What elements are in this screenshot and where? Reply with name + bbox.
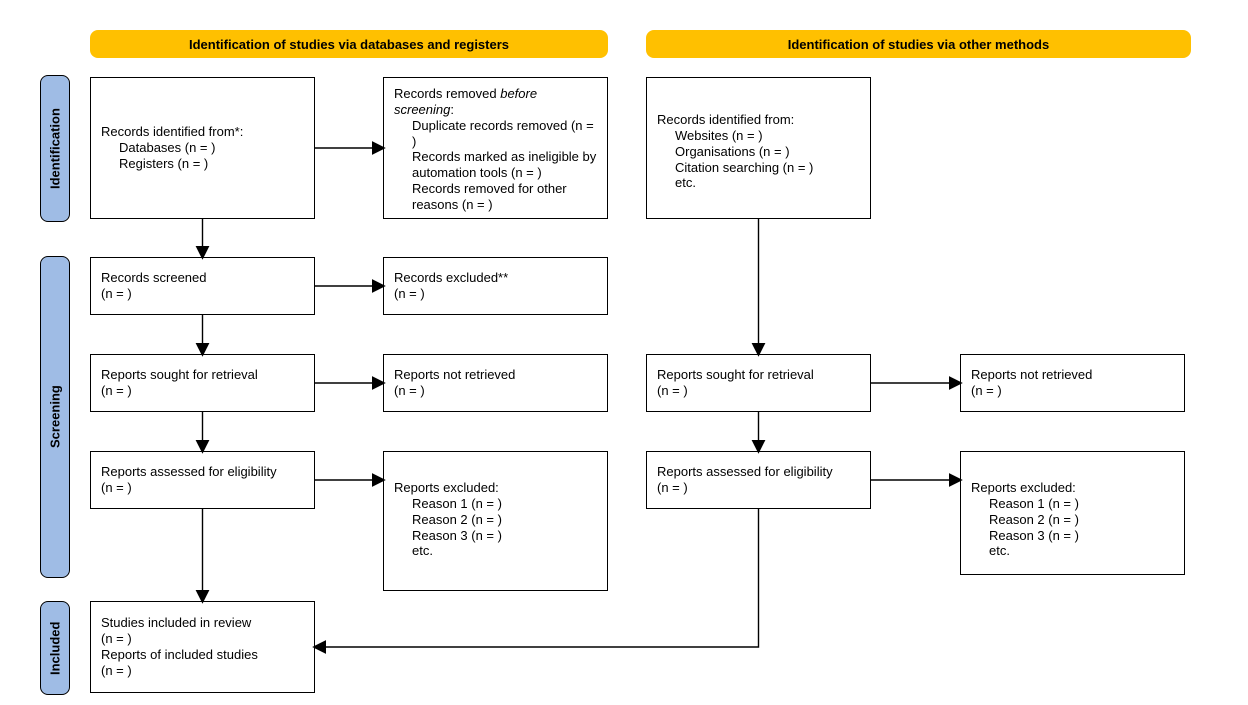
text: (n = ) — [657, 480, 860, 496]
box-records-excluded: Records excluded** (n = ) — [383, 257, 608, 315]
box-reports-excluded-other: Reports excluded: Reason 1 (n = ) Reason… — [960, 451, 1185, 575]
text: Reports not retrieved — [971, 367, 1174, 383]
text: Databases (n = ) — [119, 140, 304, 156]
text: (n = ) — [101, 480, 304, 496]
text: Studies included in review — [101, 615, 304, 631]
box-reports-assessed-other: Reports assessed for eligibility (n = ) — [646, 451, 871, 509]
text: Records removed before screening: — [394, 86, 597, 118]
text: Citation searching (n = ) — [675, 160, 860, 176]
header-databases-registers: Identification of studies via databases … — [90, 30, 608, 58]
text: Records removed for other reasons (n = ) — [412, 181, 597, 213]
text: (n = ) — [971, 383, 1174, 399]
text: Reports not retrieved — [394, 367, 597, 383]
text: Reason 3 (n = ) — [412, 528, 597, 544]
box-records-screened: Records screened (n = ) — [90, 257, 315, 315]
phase-identification: Identification — [40, 75, 70, 222]
phase-label-text: Included — [48, 621, 63, 674]
text: etc. — [675, 175, 860, 191]
text: Reason 2 (n = ) — [412, 512, 597, 528]
box-reports-excluded-db: Reports excluded: Reason 1 (n = ) Reason… — [383, 451, 608, 591]
phase-label-text: Screening — [48, 386, 63, 449]
text: Records marked as ineligible by automati… — [412, 149, 597, 181]
box-studies-included: Studies included in review (n = ) Report… — [90, 601, 315, 693]
text: (n = ) — [657, 383, 860, 399]
text: Websites (n = ) — [675, 128, 860, 144]
text: Reports assessed for eligibility — [101, 464, 304, 480]
text: etc. — [412, 543, 597, 559]
text: Reason 3 (n = ) — [989, 528, 1174, 544]
text: Registers (n = ) — [119, 156, 304, 172]
text: Reports of included studies — [101, 647, 304, 663]
box-reports-assessed-db: Reports assessed for eligibility (n = ) — [90, 451, 315, 509]
phase-included: Included — [40, 601, 70, 695]
text: Duplicate records removed (n = ) — [412, 118, 597, 150]
text: Reason 1 (n = ) — [412, 496, 597, 512]
box-reports-not-retrieved-other: Reports not retrieved (n = ) — [960, 354, 1185, 412]
box-reports-sought-db: Reports sought for retrieval (n = ) — [90, 354, 315, 412]
box-reports-not-retrieved-db: Reports not retrieved (n = ) — [383, 354, 608, 412]
box-reports-sought-other: Reports sought for retrieval (n = ) — [646, 354, 871, 412]
text: Records screened — [101, 270, 304, 286]
box-records-removed: Records removed before screening: Duplic… — [383, 77, 608, 219]
header-label: Identification of studies via other meth… — [788, 37, 1049, 52]
header-label: Identification of studies via databases … — [189, 37, 509, 52]
text: Records excluded** — [394, 270, 597, 286]
text: Organisations (n = ) — [675, 144, 860, 160]
text: : — [450, 102, 454, 117]
text: (n = ) — [394, 286, 597, 302]
text: Reports assessed for eligibility — [657, 464, 860, 480]
text: Reports sought for retrieval — [101, 367, 304, 383]
text: Reports sought for retrieval — [657, 367, 860, 383]
box-records-identified-other: Records identified from: Websites (n = )… — [646, 77, 871, 219]
phase-label-text: Identification — [48, 108, 63, 189]
text: Records removed — [394, 86, 500, 101]
phase-screening: Screening — [40, 256, 70, 578]
box-records-identified-db: Records identified from*: Databases (n =… — [90, 77, 315, 219]
header-other-methods: Identification of studies via other meth… — [646, 30, 1191, 58]
text: (n = ) — [101, 383, 304, 399]
text: (n = ) — [101, 631, 304, 647]
text: Records identified from: — [657, 112, 860, 128]
text: etc. — [989, 543, 1174, 559]
text: Records identified from*: — [101, 124, 304, 140]
text: Reports excluded: — [394, 480, 597, 496]
text: (n = ) — [101, 663, 304, 679]
text: Reason 2 (n = ) — [989, 512, 1174, 528]
text: Reason 1 (n = ) — [989, 496, 1174, 512]
text: Reports excluded: — [971, 480, 1174, 496]
text: (n = ) — [101, 286, 304, 302]
text: (n = ) — [394, 383, 597, 399]
